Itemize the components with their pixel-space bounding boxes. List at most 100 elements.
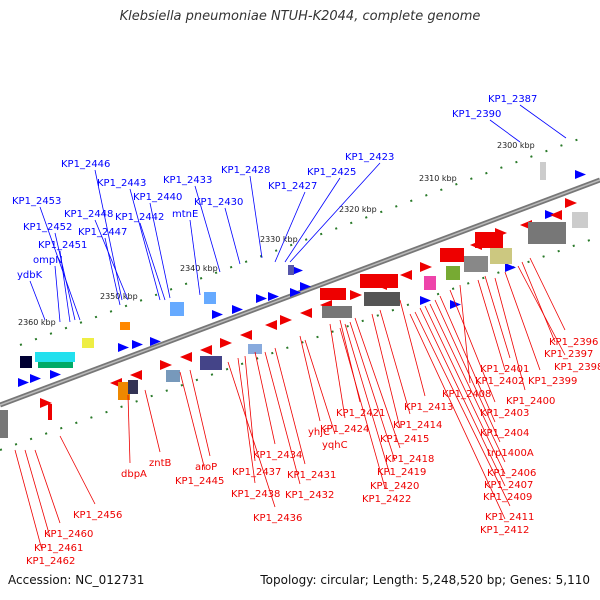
scale-label: 2320 kbp <box>339 205 377 214</box>
gene-box <box>48 404 52 420</box>
red-gene-arrow <box>200 345 212 355</box>
leader-line <box>349 321 396 462</box>
leader-line <box>399 299 426 397</box>
leader-line <box>14 449 43 551</box>
leader-line <box>339 327 386 489</box>
gene-label-top: KP1_2442 <box>115 212 164 223</box>
gene-label-bottom: KP1_2421 <box>336 408 385 419</box>
red-gene-arrow <box>300 308 312 318</box>
gene-box <box>0 410 8 438</box>
gene-box <box>20 356 32 368</box>
leader-line <box>529 257 566 331</box>
gene-box <box>200 356 222 370</box>
gene-label-top: KP1_2448 <box>64 209 113 220</box>
gene-label-bottom: aroP <box>195 462 217 473</box>
gene-label-bottom: KP1_2456 <box>73 510 122 521</box>
leader-line <box>249 175 263 259</box>
gene-box <box>38 362 73 368</box>
gene-label-bottom: KP1_2436 <box>253 513 302 524</box>
gene-label-bottom: KP1_2422 <box>362 494 411 505</box>
leader-line <box>329 323 346 419</box>
gene-label-top: KP1_2425 <box>307 167 356 178</box>
gene-label-top: KP1_2440 <box>133 192 182 203</box>
gene-label-top: KP1_2453 <box>12 196 61 207</box>
gene-box <box>446 266 460 280</box>
gene-box <box>475 232 503 248</box>
leader-line <box>289 162 381 263</box>
gene-label-bottom: KP1_2397 <box>544 349 593 360</box>
gene-label-bottom: KP1_2407 <box>484 480 533 491</box>
gene-label-top: mtnE <box>172 209 198 220</box>
gene-box <box>204 292 216 304</box>
leader-line <box>54 265 61 323</box>
blue-gene-arrow <box>300 282 311 291</box>
top-strand-labels: KP1_2387 KP1_2390 KP1_2423 KP1_2425 KP1_2427… <box>12 94 567 323</box>
gene-label-bottom: KP1_2396 <box>549 337 598 348</box>
gene-label-bottom: KP1_2403 <box>480 408 529 419</box>
gene-label-bottom: KP1_2399 <box>528 376 577 387</box>
gene-label-bottom: KP1_2434 <box>253 450 302 461</box>
leader-line <box>429 303 506 463</box>
gene-label-bottom: KP1_2411 <box>485 512 534 523</box>
red-gene-arrow <box>220 338 232 348</box>
scale-label: 2310 kbp <box>419 174 457 183</box>
gene-label-top: KP1_2446 <box>61 159 110 170</box>
leader-line <box>494 277 526 391</box>
leader-line <box>94 169 123 301</box>
blue-gene-arrow <box>132 340 143 349</box>
blue-gene-arrow <box>420 296 431 305</box>
blue-gene-arrow <box>232 305 243 314</box>
gene-box <box>248 344 262 354</box>
leader-line <box>439 295 496 423</box>
blue-gene-arrow <box>18 378 29 387</box>
leader-line <box>227 361 276 508</box>
leader-line <box>304 339 336 435</box>
leader-line <box>424 305 506 475</box>
leader-line <box>29 280 46 321</box>
gene-label-top: KP1_2430 <box>194 197 243 208</box>
gene-label-bottom: KP1_2415 <box>380 434 429 445</box>
leader-line <box>194 185 221 273</box>
leader-line <box>39 206 81 321</box>
leader-line <box>59 250 71 323</box>
leader-line <box>237 357 256 484</box>
leader-line <box>419 307 506 487</box>
gene-label-bottom: KP1_2398 <box>554 362 600 373</box>
gene-label-top: KP1_2443 <box>97 178 146 189</box>
leader-line <box>144 389 161 453</box>
gene-label-bottom: KP1_2404 <box>480 428 529 439</box>
red-gene-arrow <box>265 320 277 330</box>
gene-box <box>464 256 488 272</box>
leader-line <box>244 355 256 462</box>
blue-gene-arrow <box>212 310 223 319</box>
red-gene-arrow <box>565 198 577 208</box>
leader-line <box>179 371 206 471</box>
gene-label-bottom: KP1_2437 <box>232 467 281 478</box>
gene-label-bottom: KP1_2460 <box>44 529 93 540</box>
gene-box <box>440 248 464 262</box>
leader-line <box>477 279 506 371</box>
gene-label-top: KP1_2433 <box>163 175 212 186</box>
map-title: Klebsiella pneumoniae NTUH-K2044, comple… <box>119 9 481 24</box>
gene-label-bottom: KP1_2445 <box>175 476 224 487</box>
blue-gene-arrow <box>268 292 279 301</box>
leader-line <box>189 369 211 457</box>
scale-labels: 2300 kbp 2310 kbp 2320 kbp 2330 kbp 2340 kbp… <box>18 141 535 327</box>
leader-line <box>484 275 511 359</box>
leader-line <box>104 237 121 306</box>
blue-gene-arrow <box>575 170 586 179</box>
gene-box <box>528 222 566 244</box>
gene-label-bottom: KP1_2409 <box>483 492 532 503</box>
leader-line <box>54 232 76 321</box>
red-gene-arrow <box>400 270 412 280</box>
gene-box <box>120 322 130 330</box>
red-gene-arrow <box>420 262 432 272</box>
leader-line <box>139 222 166 301</box>
gene-label-bottom: KP1_2419 <box>377 467 426 478</box>
blue-gene-arrow <box>50 370 61 379</box>
gene-box <box>166 370 180 382</box>
leader-line <box>344 323 391 476</box>
gene-label-bottom: KP1_2438 <box>231 489 280 500</box>
red-gene-arrow <box>40 398 52 408</box>
leader-line <box>354 317 401 449</box>
